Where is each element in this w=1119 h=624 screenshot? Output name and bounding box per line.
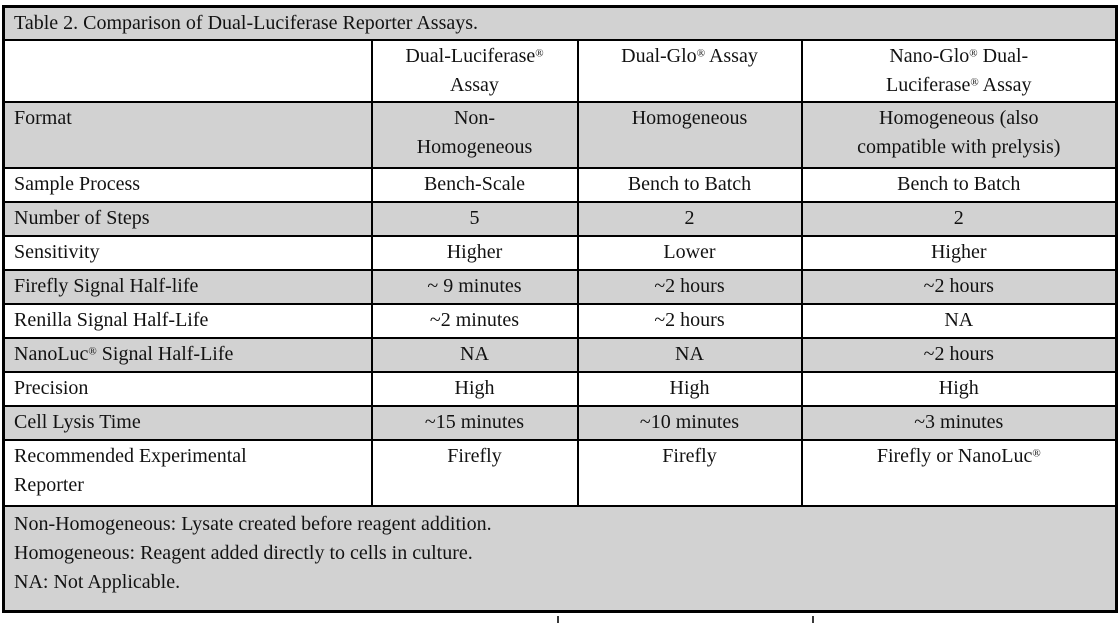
row-value-cell: ~15 minutes: [370, 405, 579, 441]
footnote-line: Non-Homogeneous: Lysate created before r…: [14, 513, 492, 535]
registered-trademark-symbol: ®: [696, 47, 706, 60]
table-row: Cell Lysis Time ~15 minutes ~10 minutes ~3 …: [2, 405, 1118, 441]
row-value-cell: 5: [370, 201, 579, 237]
table-row: Number of Steps 5 2 2: [2, 201, 1118, 237]
row-label: Format: [2, 101, 373, 169]
footnote-line: Homogeneous: Reagent added directly to c…: [14, 542, 473, 564]
row-value-cell: Higher: [800, 235, 1118, 271]
row-label: NanoLuc® Signal Half-Life: [2, 337, 373, 373]
table-row: Recommended Experimental Reporter Firefly…: [2, 439, 1118, 507]
comparison-table: Table 2. Comparison of Dual-Luciferase R…: [2, 5, 1119, 613]
row-value-cell: 2: [576, 201, 803, 237]
row-value-cell: Non- Homogeneous: [370, 101, 579, 169]
row-value-cell: ~2 hours: [576, 303, 803, 339]
scan-artifact-tick: [812, 616, 814, 623]
row-value-cell: High: [576, 371, 803, 407]
row-label: Sample Process: [2, 167, 373, 203]
footnote-line: NA: Not Applicable.: [14, 571, 181, 593]
row-value-cell: Homogeneous: [576, 101, 803, 169]
row-label: Firefly Signal Half-life: [2, 269, 373, 305]
row-value-cell: Firefly: [370, 439, 579, 507]
row-value-cell: Lower: [576, 235, 803, 271]
registered-trademark-symbol: ®: [1032, 447, 1041, 460]
row-value-cell: ~2 minutes: [370, 303, 579, 339]
table-row: Renilla Signal Half-Life ~2 minutes ~2 hou…: [2, 303, 1118, 339]
row-label: Precision: [2, 371, 373, 407]
scan-artifact-tick: [557, 616, 559, 623]
row-value-cell: ~2 hours: [800, 269, 1118, 305]
column-header-nano-glo-dual-luciferase-assay: Nano-Glo® Dual- Luciferase® Assay: [800, 39, 1118, 103]
row-value-cell: NA: [370, 337, 579, 373]
row-value-cell: High: [370, 371, 579, 407]
row-value-cell: High: [800, 371, 1118, 407]
footnotes-block: Non-Homogeneous: Lysate created before r…: [2, 505, 1118, 613]
row-value-cell: NA: [576, 337, 803, 373]
column-header-dual-luciferase-assay: Dual-Luciferase® Assay: [370, 39, 579, 103]
row-label: Number of Steps: [2, 201, 373, 237]
table-row: Precision High High High: [2, 371, 1118, 407]
row-value-cell: ~3 minutes: [800, 405, 1118, 441]
table-title: Table 2. Comparison of Dual-Luciferase R…: [2, 5, 1118, 41]
table-row: Sample Process Bench-Scale Bench to Batch B…: [2, 167, 1118, 203]
row-label: Cell Lysis Time: [2, 405, 373, 441]
row-label: Sensitivity: [2, 235, 373, 271]
row-label: Renilla Signal Half-Life: [2, 303, 373, 339]
registered-trademark-symbol: ®: [969, 47, 978, 60]
registered-trademark-symbol: ®: [535, 47, 544, 60]
row-value-cell: Bench to Batch: [800, 167, 1118, 203]
row-value-cell: ~2 hours: [576, 269, 803, 305]
registered-trademark-symbol: ®: [970, 76, 979, 89]
row-value-cell: ~2 hours: [800, 337, 1118, 373]
table-row: NanoLuc® Signal Half-Life NA NA ~2 hours: [2, 337, 1118, 373]
column-header-dual-glo-assay: Dual-Glo® Assay: [576, 39, 803, 103]
table-row: Sensitivity Higher Lower Higher: [2, 235, 1118, 271]
table-footnotes-row: Non-Homogeneous: Lysate created before r…: [2, 505, 1118, 613]
registered-trademark-symbol: ®: [88, 345, 97, 358]
row-value-cell: Homogeneous (also compatible with prelys…: [800, 101, 1118, 169]
row-value-cell: ~ 9 minutes: [370, 269, 579, 305]
row-value-cell: Firefly: [576, 439, 803, 507]
table-header-row: Dual-Luciferase® Assay Dual-Glo® Assay N…: [2, 39, 1118, 103]
table-row: Firefly Signal Half-life ~ 9 minutes ~2 ho…: [2, 269, 1118, 305]
row-value-cell: Bench to Batch: [576, 167, 803, 203]
row-label: Recommended Experimental Reporter: [2, 439, 373, 507]
row-value-cell: Bench-Scale: [370, 167, 579, 203]
table-title-row: Table 2. Comparison of Dual-Luciferase R…: [2, 5, 1118, 41]
row-value-cell: NA: [800, 303, 1118, 339]
corner-cell: [2, 39, 373, 103]
row-value-cell: Higher: [370, 235, 579, 271]
row-value-cell: 2: [800, 201, 1118, 237]
row-value-cell: Firefly or NanoLuc®: [800, 439, 1118, 507]
row-value-cell: ~10 minutes: [576, 405, 803, 441]
table-row: Format Non- Homogeneous Homogeneous Homogen…: [2, 101, 1118, 169]
